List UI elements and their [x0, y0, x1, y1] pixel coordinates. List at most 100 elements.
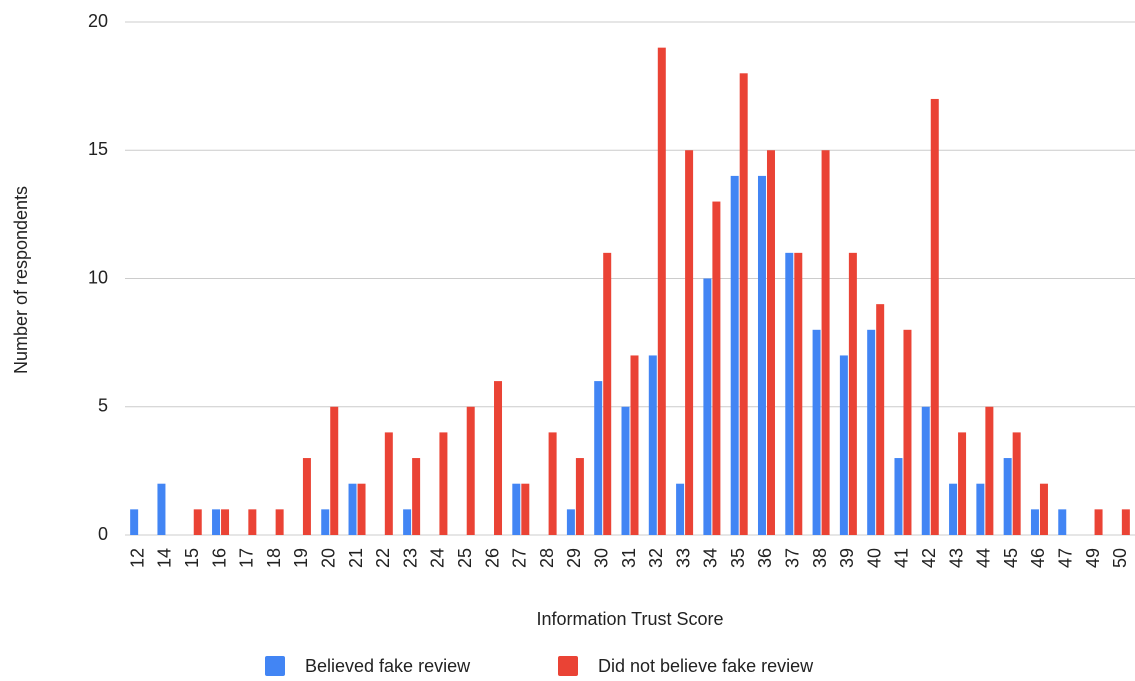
x-tick-label: 14 [155, 548, 175, 568]
x-tick-label: 42 [919, 548, 939, 568]
x-tick-label: 28 [537, 548, 557, 568]
bar [867, 329, 876, 535]
x-tick-label: 36 [755, 548, 775, 568]
bar [703, 278, 712, 535]
x-tick-label: 32 [646, 548, 666, 568]
bar [985, 406, 994, 535]
bar [330, 406, 339, 535]
bar [412, 458, 421, 535]
x-tick-label: 12 [127, 548, 147, 568]
bar [657, 47, 666, 536]
x-tick-label: 21 [346, 548, 366, 568]
bar [958, 432, 967, 535]
bar [275, 509, 284, 535]
y-tick-label: 10 [88, 267, 108, 287]
bar [603, 252, 612, 535]
legend-swatch [558, 656, 578, 676]
bar [821, 150, 830, 535]
bar [512, 483, 521, 535]
bar [848, 252, 857, 535]
legend-label: Believed fake review [305, 656, 471, 676]
bar [976, 483, 985, 535]
x-tick-label: 39 [837, 548, 857, 568]
x-tick-label: 47 [1056, 548, 1076, 568]
bar [321, 509, 330, 535]
bar [876, 304, 885, 535]
bar [739, 73, 748, 536]
x-axis-title: Information Trust Score [536, 609, 723, 629]
x-tick-label: 19 [291, 548, 311, 568]
bar [357, 483, 366, 535]
bar [348, 483, 357, 535]
x-tick-label: 45 [1001, 548, 1021, 568]
x-tick-label: 22 [373, 548, 393, 568]
bar [903, 329, 912, 535]
x-tick-label: 41 [892, 548, 912, 568]
bar [1058, 509, 1067, 535]
bar [466, 406, 475, 535]
x-tick-label: 49 [1083, 548, 1103, 568]
x-tick-label: 43 [946, 548, 966, 568]
bar [949, 483, 958, 535]
x-tick-label: 29 [564, 548, 584, 568]
x-tick-label: 26 [482, 548, 502, 568]
bar [766, 150, 775, 535]
bar [302, 458, 311, 535]
x-tick-label: 25 [455, 548, 475, 568]
bar [212, 509, 221, 535]
bar [712, 201, 721, 536]
bar [676, 483, 685, 535]
x-tick-label: 40 [864, 548, 884, 568]
bar [1121, 509, 1130, 535]
x-tick-label: 30 [591, 548, 611, 568]
bar [621, 406, 630, 535]
y-tick-label: 15 [88, 139, 108, 159]
bar [1012, 432, 1021, 535]
bar [403, 509, 412, 535]
bar [785, 252, 794, 535]
bar [794, 252, 803, 535]
y-axis-title: Number of respondents [11, 186, 31, 374]
x-tick-label: 33 [673, 548, 693, 568]
bar [630, 355, 639, 535]
bar [130, 509, 139, 535]
bar [812, 329, 821, 535]
bar [521, 483, 530, 535]
x-tick-label: 37 [783, 548, 803, 568]
bar [921, 406, 930, 535]
x-tick-label: 34 [701, 548, 721, 568]
x-tick-label: 50 [1110, 548, 1130, 568]
bar [730, 175, 739, 535]
bar [384, 432, 393, 535]
legend-label: Did not believe fake review [598, 656, 814, 676]
x-tick-label: 16 [209, 548, 229, 568]
bar [248, 509, 257, 535]
x-tick-label: 24 [428, 548, 448, 568]
bar [548, 432, 557, 535]
bar [1039, 483, 1048, 535]
bar [193, 509, 202, 535]
x-tick-label: 27 [510, 548, 530, 568]
x-tick-label: 38 [810, 548, 830, 568]
x-tick-label: 44 [974, 548, 994, 568]
legend-swatch [265, 656, 285, 676]
bar [439, 432, 448, 535]
x-tick-label: 35 [728, 548, 748, 568]
bar [1094, 509, 1103, 535]
bar [930, 98, 939, 535]
bar [839, 355, 848, 535]
x-tick-label: 20 [318, 548, 338, 568]
x-tick-label: 46 [1028, 548, 1048, 568]
bar [894, 458, 903, 535]
bar [648, 355, 657, 535]
x-tick-label: 18 [264, 548, 284, 568]
bar [221, 509, 230, 535]
x-tick-label: 17 [237, 548, 257, 568]
bar [494, 381, 503, 535]
y-tick-label: 5 [98, 396, 108, 416]
x-tick-label: 31 [619, 548, 639, 568]
x-tick-label: 23 [400, 548, 420, 568]
bar [1030, 509, 1039, 535]
bar [594, 381, 603, 535]
